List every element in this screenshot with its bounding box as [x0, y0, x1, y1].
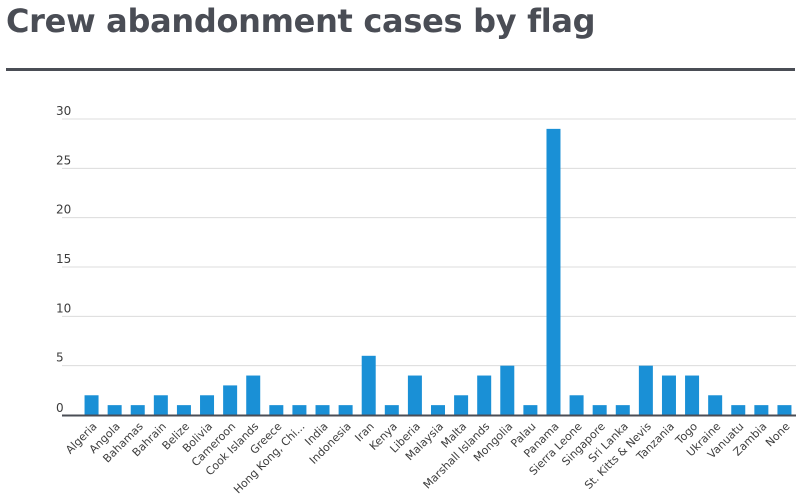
bar [754, 405, 769, 415]
x-axis-category-labels: AlgeriaAngolaBahamasBahrainBelizeBolivia… [63, 420, 793, 497]
bar [176, 405, 191, 415]
bar [661, 375, 676, 415]
bars [84, 128, 792, 415]
bar [777, 405, 792, 415]
bar [407, 375, 422, 415]
bar [546, 128, 561, 415]
title-divider [6, 68, 795, 71]
bar [361, 355, 376, 415]
bar [315, 405, 330, 415]
bar [638, 365, 653, 415]
y-axis-tick-labels: 0 5 10 15 20 25 30 [56, 104, 71, 415]
y-tick-label: 25 [56, 153, 71, 167]
bar [246, 375, 261, 415]
bar [269, 405, 284, 415]
bar [500, 365, 515, 415]
gridlines [62, 118, 796, 367]
bar [731, 405, 746, 415]
bar [292, 405, 307, 415]
bar [107, 405, 122, 415]
y-tick-label: 5 [56, 351, 64, 365]
x-tick-label: None [763, 420, 793, 450]
y-tick-label: 10 [56, 301, 71, 315]
bar [477, 375, 492, 415]
bar [569, 395, 584, 415]
y-tick-label: 20 [56, 203, 71, 217]
bar [708, 395, 723, 415]
bar [200, 395, 215, 415]
bar [153, 395, 168, 415]
bar [592, 405, 607, 415]
bar [384, 405, 399, 415]
bar [685, 375, 700, 415]
bar [431, 405, 445, 415]
bar [84, 395, 99, 415]
bar [615, 405, 630, 415]
bar [223, 385, 238, 415]
bar [523, 405, 538, 415]
y-tick-label: 30 [56, 104, 71, 118]
bar [338, 405, 353, 415]
bar [130, 405, 145, 415]
y-tick-label: 0 [56, 401, 64, 415]
bar [454, 395, 469, 415]
chart-title: Crew abandonment cases by flag [6, 2, 596, 40]
y-tick-label: 15 [56, 252, 71, 266]
